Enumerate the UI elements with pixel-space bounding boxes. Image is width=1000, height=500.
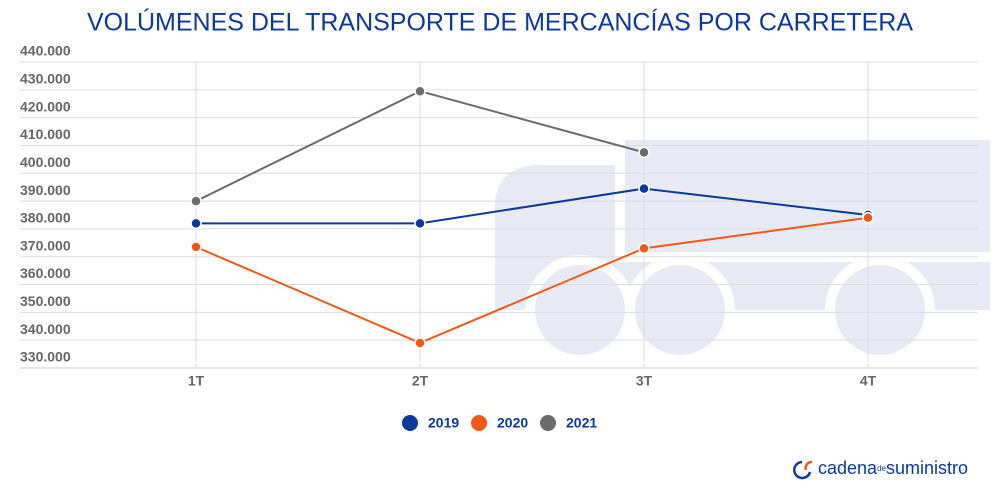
data-point — [638, 146, 650, 159]
y-tick-label: 340.000 — [20, 321, 71, 337]
data-point — [638, 242, 650, 255]
data-point — [414, 217, 426, 230]
brand-text: cadenadesuministro — [818, 458, 968, 478]
data-point — [190, 195, 202, 207]
y-tick-label: 410.000 — [20, 126, 71, 142]
data-point — [414, 337, 426, 349]
data-point — [414, 85, 426, 97]
brand-part: cadena — [818, 458, 878, 478]
series-line — [195, 216, 869, 345]
data-point — [638, 182, 650, 195]
brand-icon — [793, 460, 812, 480]
y-tick-label: 330.000 — [20, 349, 71, 365]
y-tick-label: 430.000 — [20, 71, 71, 87]
x-tick-label: 2T — [412, 373, 429, 389]
data-point — [862, 212, 874, 224]
series-line — [196, 187, 869, 225]
x-tick-label: 1T — [188, 373, 205, 389]
brand-part: suministro — [886, 458, 968, 478]
x-tick-label: 4T — [860, 373, 877, 389]
y-tick-label: 420.000 — [20, 98, 71, 114]
brand: cadenadesuministro — [793, 458, 968, 480]
legend-marker — [402, 415, 418, 431]
y-tick-label: 400.000 — [20, 154, 71, 170]
legend-marker — [471, 415, 487, 431]
data-point — [190, 241, 202, 253]
y-tick-label: 370.000 — [20, 237, 71, 253]
legend-label: 2021 — [566, 415, 597, 431]
legend-label: 2019 — [428, 415, 459, 431]
brand-icon — [804, 460, 813, 471]
y-tick-label: 380.000 — [20, 210, 71, 226]
brand-part: de — [877, 464, 886, 473]
legend-label: 2020 — [497, 415, 528, 431]
legend-marker — [540, 415, 556, 431]
y-tick-label: 440.000 — [20, 43, 71, 59]
data-point — [190, 217, 202, 230]
y-tick-label: 350.000 — [20, 293, 71, 309]
chart-title: VOLÚMENES DEL TRANSPORTE DE MERCANCÍAS P… — [87, 8, 913, 37]
x-tick-label: 3T — [636, 373, 653, 389]
y-tick-label: 390.000 — [20, 182, 71, 198]
y-tick-label: 360.000 — [20, 265, 71, 281]
